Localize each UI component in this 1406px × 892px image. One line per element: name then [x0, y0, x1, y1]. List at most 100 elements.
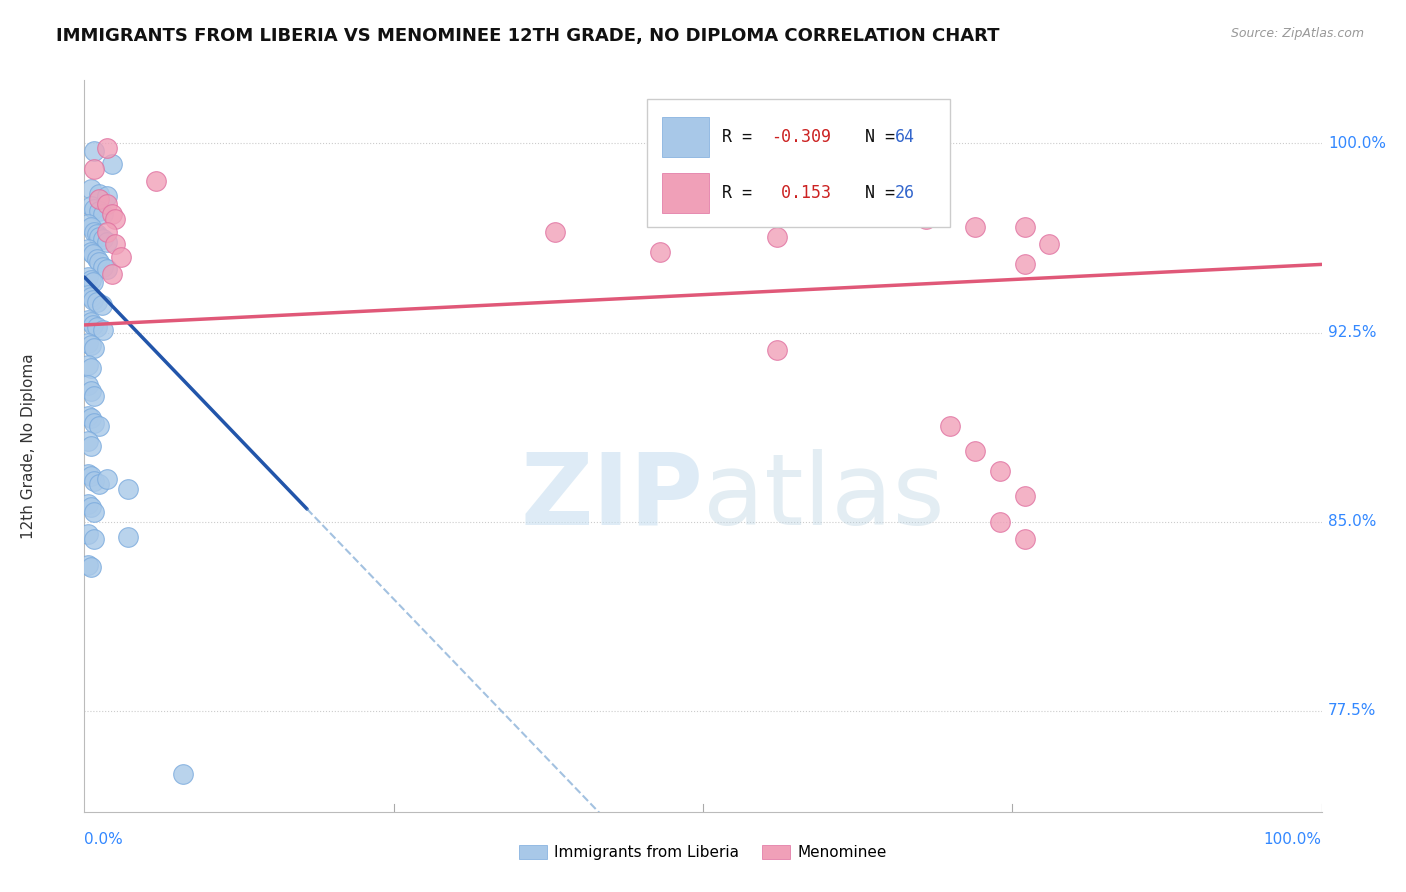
Text: 0.0%: 0.0% [84, 832, 124, 847]
Text: 0.153: 0.153 [770, 184, 831, 202]
Point [83, 202, 105, 216]
Point [83, 144, 105, 158]
Point [91, 260, 114, 274]
Point [77, 378, 100, 392]
Point [117, 530, 139, 544]
Point [77, 270, 100, 285]
Point [77, 287, 100, 301]
Point [100, 207, 122, 221]
Point [82, 247, 104, 261]
Text: -0.309: -0.309 [770, 128, 831, 145]
Point [89, 255, 111, 269]
Point [79, 439, 101, 453]
Point [91, 323, 114, 337]
Point [91, 207, 114, 221]
Point [79, 315, 101, 329]
Text: R =: R = [721, 184, 772, 202]
Point [77, 242, 100, 256]
Point [110, 250, 132, 264]
Point [988, 464, 1011, 478]
Point [96, 197, 118, 211]
Text: atlas: atlas [703, 449, 945, 546]
Point [89, 204, 111, 219]
Point [79, 338, 101, 352]
Text: 26: 26 [894, 184, 915, 202]
Point [766, 343, 789, 358]
Point [77, 434, 100, 448]
Point [77, 467, 100, 481]
Point [77, 217, 100, 231]
Text: 12th Grade, No Diploma: 12th Grade, No Diploma [21, 353, 37, 539]
Point [86, 320, 108, 334]
Point [91, 232, 114, 246]
Text: N =: N = [845, 184, 905, 202]
Point [83, 225, 105, 239]
Point [83, 475, 105, 489]
Point [988, 515, 1011, 529]
Point [104, 212, 127, 227]
Point [96, 141, 118, 155]
Point [89, 418, 111, 433]
Point [543, 225, 565, 239]
Point [83, 417, 105, 431]
Point [79, 219, 101, 234]
Text: ZIP: ZIP [520, 449, 703, 546]
Text: R =: R = [721, 128, 762, 145]
Text: 85.0%: 85.0% [1327, 514, 1376, 529]
Point [79, 272, 101, 286]
Point [100, 156, 122, 170]
Point [82, 275, 104, 289]
Point [1014, 533, 1036, 547]
Point [939, 418, 962, 433]
Point [77, 497, 100, 511]
Point [83, 533, 105, 547]
Point [82, 318, 104, 332]
Point [83, 341, 105, 355]
Point [77, 527, 100, 541]
Text: Source: ZipAtlas.com: Source: ZipAtlas.com [1230, 27, 1364, 40]
Point [117, 482, 139, 496]
Point [89, 476, 111, 491]
Point [914, 212, 936, 227]
Legend: Immigrants from Liberia, Menominee: Immigrants from Liberia, Menominee [513, 838, 893, 866]
Point [965, 219, 987, 234]
Point [766, 229, 789, 244]
Point [96, 189, 118, 203]
Point [96, 472, 118, 486]
Point [104, 237, 127, 252]
Point [648, 244, 671, 259]
Point [96, 262, 118, 277]
Text: N =: N = [845, 128, 905, 145]
FancyBboxPatch shape [662, 117, 709, 157]
Point [172, 767, 194, 781]
Point [100, 268, 122, 282]
Text: 64: 64 [894, 128, 915, 145]
FancyBboxPatch shape [647, 99, 950, 227]
Point [79, 500, 101, 514]
Point [89, 229, 111, 244]
Point [77, 313, 100, 327]
Point [79, 411, 101, 425]
Point [90, 298, 112, 312]
Point [83, 505, 105, 519]
Point [79, 560, 101, 574]
Point [96, 235, 118, 249]
Point [83, 388, 105, 402]
Text: IMMIGRANTS FROM LIBERIA VS MENOMINEE 12TH GRADE, NO DIPLOMA CORRELATION CHART: IMMIGRANTS FROM LIBERIA VS MENOMINEE 12T… [56, 27, 1000, 45]
Point [965, 444, 987, 458]
Point [79, 182, 101, 196]
Point [77, 335, 100, 350]
Text: 92.5%: 92.5% [1327, 325, 1376, 340]
Point [86, 227, 108, 241]
Point [89, 186, 111, 201]
Text: 77.5%: 77.5% [1327, 703, 1376, 718]
Point [96, 225, 118, 239]
Point [77, 558, 100, 572]
Text: 100.0%: 100.0% [1264, 832, 1322, 847]
Point [79, 384, 101, 398]
Point [82, 293, 104, 307]
Point [79, 290, 101, 304]
Point [79, 469, 101, 483]
Point [1038, 237, 1060, 252]
Point [77, 359, 100, 373]
